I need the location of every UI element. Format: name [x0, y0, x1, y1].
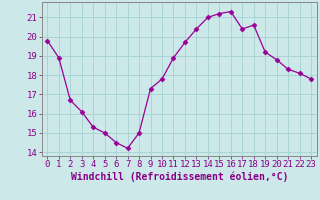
- X-axis label: Windchill (Refroidissement éolien,°C): Windchill (Refroidissement éolien,°C): [70, 172, 288, 182]
